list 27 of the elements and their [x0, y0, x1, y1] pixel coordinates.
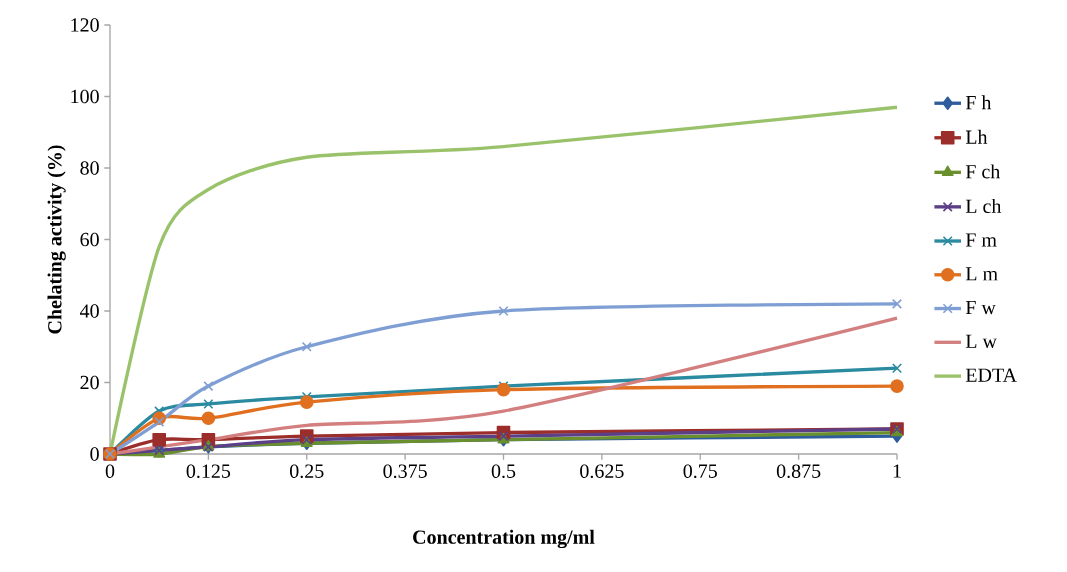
- x-tick-label: 0.25: [290, 464, 324, 478]
- legend-label: F h: [965, 95, 992, 110]
- x-tick-label: 0.375: [383, 464, 427, 478]
- x-tick-label: 0.625: [580, 464, 624, 478]
- legend-label: L m: [965, 267, 998, 281]
- y-tick-label: 120: [71, 18, 99, 32]
- legend-label: F ch: [965, 164, 1001, 179]
- y-axis-title: Chelating activity (%): [47, 145, 66, 334]
- legend-label: EDTA: [965, 368, 1017, 382]
- legend-label: L w: [965, 334, 997, 349]
- legend-label: F m: [965, 233, 997, 247]
- y-tick-label: 20: [80, 375, 99, 390]
- y-tick-label: 40: [80, 304, 99, 318]
- x-tick-label: 0.125: [186, 464, 231, 478]
- y-tick-label: 60: [80, 232, 99, 247]
- x-tick-label: 0.875: [776, 464, 821, 478]
- legend-label: L ch: [965, 198, 1002, 213]
- legend-label: Lh: [965, 129, 988, 144]
- x-tick-label: 0.75: [683, 464, 717, 478]
- y-tick-label: 100: [71, 89, 99, 104]
- legend-label: F w: [965, 300, 996, 315]
- x-tick-label: 1: [893, 464, 901, 478]
- x-tick-label: 0: [105, 464, 115, 478]
- y-tick-label: 0: [90, 447, 99, 461]
- y-tick-label: 80: [80, 161, 99, 175]
- x-axis-title: Concentration mg/ml: [413, 529, 595, 549]
- x-tick-label: 0.5: [491, 464, 516, 478]
